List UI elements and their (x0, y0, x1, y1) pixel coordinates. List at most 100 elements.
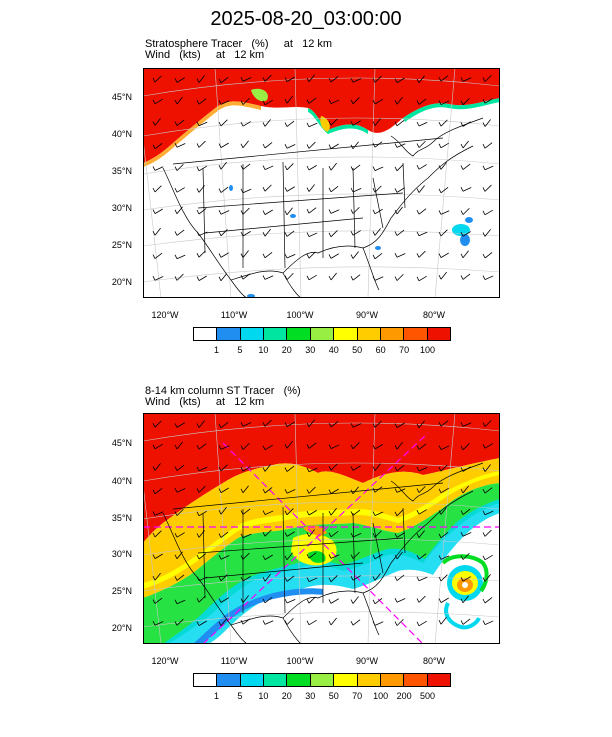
wind-barb-flag (394, 100, 398, 105)
wind-barb-flag (152, 254, 156, 259)
wind-barb (308, 274, 317, 281)
wind-barb (396, 509, 404, 517)
top-panel-subtitle: Wind (kts) at 12 km (145, 49, 265, 61)
wind-barb-flag (394, 209, 398, 215)
wind-barb-flag (306, 144, 310, 149)
wind-barb (374, 252, 383, 260)
wind-barb-flag (350, 444, 354, 449)
wind-barb-flag (350, 554, 354, 559)
wind-barb-flag (152, 144, 156, 149)
wind-barb-flag (416, 78, 420, 83)
wind-barb-flag (416, 210, 420, 215)
wind-barb (242, 466, 251, 472)
wind-barb-flag (306, 165, 310, 171)
colorbar-label: 70 (352, 691, 363, 701)
wind-barb (264, 228, 271, 237)
wind-barb (374, 530, 382, 538)
wind-barb-flag (174, 466, 178, 471)
wind-barb-flag (460, 232, 464, 237)
wind-barb-flag (240, 122, 244, 127)
wind-barb-flag (306, 620, 310, 625)
wind-barb (462, 231, 471, 237)
wind-barb (242, 442, 250, 450)
wind-barb-flag (306, 275, 310, 280)
wind-barb (154, 227, 161, 236)
wind-barb-flag (372, 78, 376, 83)
wind-barb-flag (152, 231, 156, 236)
wind-barb (418, 420, 425, 429)
colorbar-swatch (310, 674, 335, 686)
wind-barb (330, 253, 339, 259)
wind-barb-flag (174, 533, 178, 538)
wind-barb (242, 576, 251, 582)
wind-barb (352, 442, 360, 450)
wind-barb-flag (416, 621, 420, 626)
wind-barb (374, 208, 383, 215)
wind-barb (154, 166, 164, 171)
wind-barb (462, 207, 470, 215)
wind-barb (462, 595, 469, 604)
wind-barb-flag (482, 187, 486, 192)
wind-barb (396, 464, 405, 472)
wind-barb (484, 229, 491, 237)
colorbar-label: 30 (305, 345, 316, 355)
wind-barb-flag (306, 444, 310, 449)
wind-barb-flag (416, 445, 420, 450)
wind-barb (198, 250, 206, 258)
bottom-lon-label: 110°W (220, 656, 248, 666)
wind-barb-flag (350, 254, 354, 259)
wind-barb (198, 75, 205, 83)
wind-barb (330, 488, 339, 494)
wind-barb (286, 144, 296, 149)
wind-barb-flag (196, 188, 200, 193)
wind-barb (440, 252, 449, 258)
wind-barb-flag (174, 511, 178, 516)
wind-barb-flag (284, 598, 288, 604)
wind-barb (440, 162, 447, 170)
wind-barb-flag (284, 467, 288, 472)
wind-barb-flag (218, 276, 222, 281)
wind-barb (440, 186, 449, 194)
wind-barb (198, 231, 208, 236)
wind-barb (484, 142, 493, 149)
wind-barb-flag (174, 121, 178, 126)
wind-barb (352, 619, 361, 626)
wind-barb-flag (372, 231, 376, 236)
wind-barb-flag (394, 276, 398, 281)
wind-barb (396, 253, 406, 258)
wind-barb-flag (394, 188, 398, 193)
wind-barb-flag (350, 466, 354, 471)
wind-barb-flag (328, 466, 332, 471)
wind-barb (418, 121, 428, 127)
wind-barb (374, 185, 382, 193)
wind-barb (462, 618, 471, 625)
wind-barb-flag (240, 253, 244, 258)
wind-barb (484, 275, 494, 280)
wind-barb-flag (284, 210, 288, 215)
wind-barb-flag (152, 554, 156, 559)
wind-barb (264, 275, 274, 280)
wind-barb (242, 552, 250, 560)
wind-barb-flag (152, 276, 156, 281)
wind-barb (286, 163, 294, 171)
bottom-lat-label: 25°N (111, 586, 132, 596)
wind-barb (440, 464, 448, 472)
colorbar-label: 500 (420, 691, 436, 701)
wind-barb-flag (394, 121, 398, 126)
colorbar-label: 5 (237, 345, 243, 355)
wind-barb (440, 531, 449, 539)
wind-barb-flag (416, 253, 420, 258)
wind-barb (308, 467, 318, 473)
wind-barb (418, 75, 425, 84)
wind-barb (330, 162, 337, 171)
wind-barb (396, 441, 403, 450)
wind-barb-flag (328, 532, 332, 537)
wind-barb-flag (328, 99, 332, 104)
wind-barb (198, 576, 208, 581)
bottom-lon-label: 90°W (355, 656, 379, 666)
wind-barb (242, 163, 251, 170)
wind-barb (264, 251, 273, 259)
wind-barb-flag (438, 275, 442, 280)
wind-barb-flag (306, 122, 310, 127)
wind-barb (286, 76, 295, 82)
